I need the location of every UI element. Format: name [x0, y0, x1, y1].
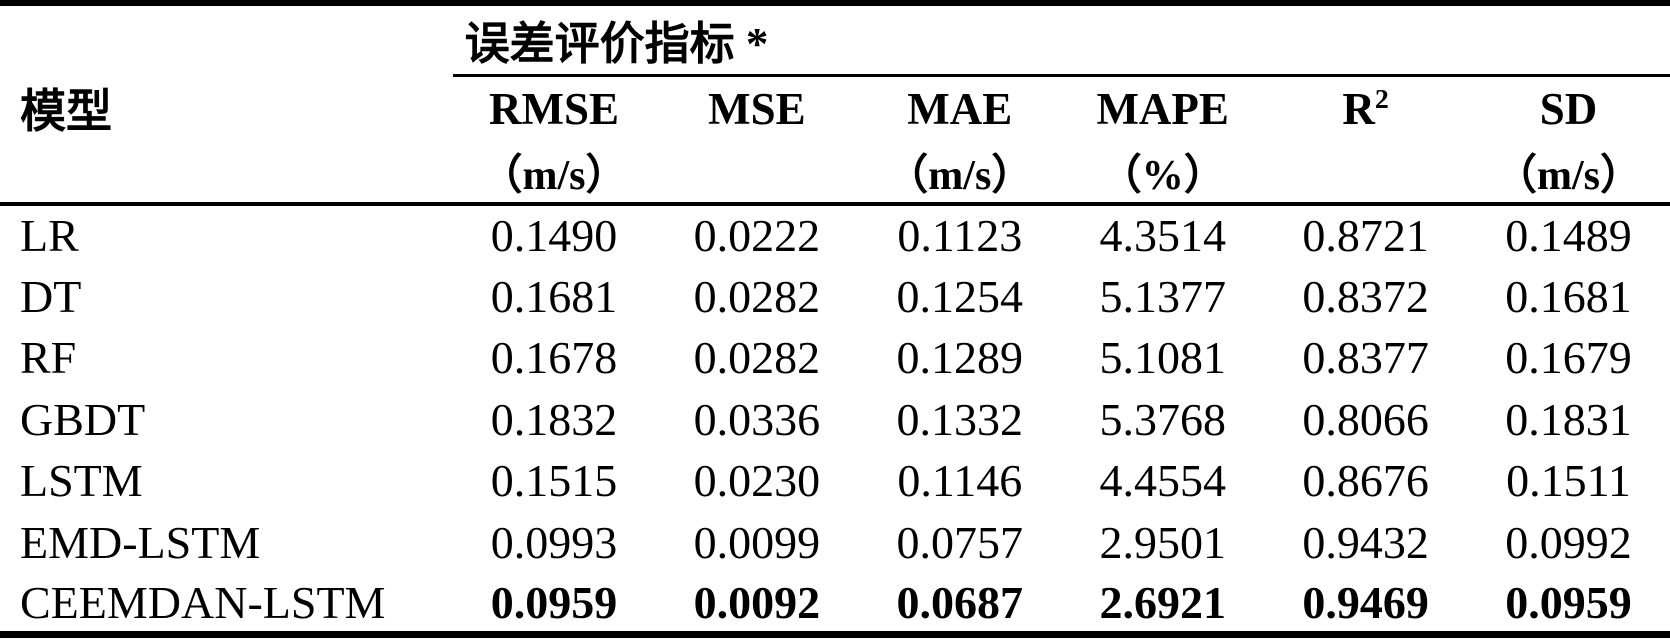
- value-cell: 0.1681: [490, 270, 618, 322]
- value-cell: 0.1254: [896, 270, 1024, 322]
- value-cell: 0.0230: [693, 455, 821, 507]
- model-cell: CEEMDAN-LSTM: [20, 576, 386, 628]
- value-cell: 0.0993: [490, 516, 618, 568]
- value-cell: 0.0959: [1505, 576, 1632, 628]
- spanner-label: 误差评价指标 *: [452, 3, 1670, 77]
- value-cell: 0.1489: [1505, 210, 1632, 262]
- table-body: LR 0.1490 0.0222 0.1123 4.3514 0.8721 0.…: [0, 204, 1670, 635]
- unit-rmse: （m/s）: [452, 141, 656, 206]
- value-cell: 0.0992: [1505, 516, 1632, 568]
- value-cell: 0.8066: [1302, 393, 1429, 445]
- value-cell: 0.1679: [1505, 332, 1632, 384]
- value-cell: 0.1490: [490, 210, 618, 262]
- column-header-rmse: RMSE: [453, 75, 656, 141]
- column-header-r2: R2: [1264, 75, 1467, 141]
- unit-mape: （%）: [1061, 141, 1265, 206]
- value-cell: 0.1831: [1505, 393, 1632, 445]
- value-cell: 0.0282: [693, 270, 821, 322]
- column-header-mape: MAPE: [1061, 75, 1264, 141]
- value-cell: 4.4554: [1099, 455, 1226, 507]
- value-cell: 0.0687: [896, 576, 1024, 628]
- unit-r2: [1264, 141, 1468, 206]
- value-cell: 0.0757: [896, 516, 1024, 568]
- column-header-mse: MSE: [655, 75, 858, 141]
- unit-mae: （m/s）: [858, 141, 1062, 206]
- table-row: LR 0.1490 0.0222 0.1123 4.3514 0.8721 0.…: [0, 204, 1670, 266]
- table-header: 误差评价指标 * 模型 RMSE MSE MAE MAPE R2 SD （m/s…: [0, 3, 1670, 206]
- value-cell: 0.1123: [897, 210, 1023, 262]
- value-cell: 0.0092: [693, 576, 821, 628]
- value-cell: 4.3514: [1099, 210, 1226, 262]
- table-row: EMD-LSTM 0.0993 0.0099 0.0757 2.9501 0.9…: [0, 512, 1670, 574]
- r2-superscript: 2: [1374, 83, 1389, 115]
- model-cell: DT: [20, 270, 82, 322]
- column-header-label: RMSE: [489, 83, 620, 134]
- value-cell: 2.9501: [1099, 516, 1226, 568]
- value-cell: 0.1289: [896, 332, 1024, 384]
- value-cell: 5.1377: [1099, 270, 1226, 322]
- value-cell: 0.9469: [1302, 576, 1429, 628]
- value-cell: 0.8372: [1302, 270, 1429, 322]
- value-cell: 0.0099: [693, 516, 821, 568]
- value-cell: 0.1332: [896, 393, 1024, 445]
- table-row: GBDT 0.1832 0.0336 0.1332 5.3768 0.8066 …: [0, 389, 1670, 451]
- value-cell: 0.1515: [490, 455, 618, 507]
- column-header-label: SD: [1539, 83, 1598, 134]
- model-cell: LSTM: [20, 455, 143, 507]
- value-cell: 0.9432: [1302, 516, 1429, 568]
- metric-names-row: 模型 RMSE MSE MAE MAPE R2 SD: [0, 75, 1670, 141]
- model-cell: EMD-LSTM: [20, 516, 261, 568]
- table-row: CEEMDAN-LSTM 0.0959 0.0092 0.0687 2.6921…: [0, 573, 1670, 635]
- column-header-label: MAPE: [1096, 83, 1229, 134]
- value-cell: 0.1832: [490, 393, 618, 445]
- value-cell: 0.1511: [1506, 455, 1631, 507]
- column-header-label: MAE: [907, 83, 1013, 134]
- column-header-mae: MAE: [858, 75, 1061, 141]
- table-row: LSTM 0.1515 0.0230 0.1146 4.4554 0.8676 …: [0, 450, 1670, 512]
- value-cell: 5.1081: [1099, 332, 1226, 384]
- value-cell: 0.1678: [490, 332, 618, 384]
- value-cell: 0.0336: [693, 393, 821, 445]
- value-cell: 0.8377: [1302, 332, 1429, 384]
- value-cell: 5.3768: [1099, 393, 1226, 445]
- units-row: （m/s） （m/s） （%） （m/s）: [0, 141, 1670, 206]
- model-cell: RF: [20, 332, 77, 384]
- value-cell: 0.1146: [897, 455, 1023, 507]
- value-cell: 2.6921: [1099, 576, 1226, 628]
- model-cell: GBDT: [20, 393, 146, 445]
- table-row: RF 0.1678 0.0282 0.1289 5.1081 0.8377 0.…: [0, 327, 1670, 389]
- spanner-spacer: [0, 3, 453, 75]
- value-cell: 0.0222: [693, 210, 821, 262]
- model-column-header: 模型: [20, 86, 112, 137]
- spanner-row: 误差评价指标 *: [0, 3, 1670, 77]
- column-header-label: MSE: [708, 83, 806, 134]
- value-cell: 0.1681: [1505, 270, 1632, 322]
- units-spacer: [0, 141, 453, 206]
- column-header-sd: SD: [1467, 75, 1670, 141]
- value-cell: 0.0959: [490, 576, 618, 628]
- model-cell: LR: [20, 210, 79, 262]
- table-row: DT 0.1681 0.0282 0.1254 5.1377 0.8372 0.…: [0, 266, 1670, 328]
- value-cell: 0.8676: [1302, 455, 1429, 507]
- unit-mse: [655, 141, 859, 206]
- value-cell: 0.0282: [693, 332, 821, 384]
- value-cell: 0.8721: [1302, 210, 1429, 262]
- unit-sd: （m/s）: [1467, 141, 1670, 206]
- column-header-label: R: [1342, 83, 1375, 134]
